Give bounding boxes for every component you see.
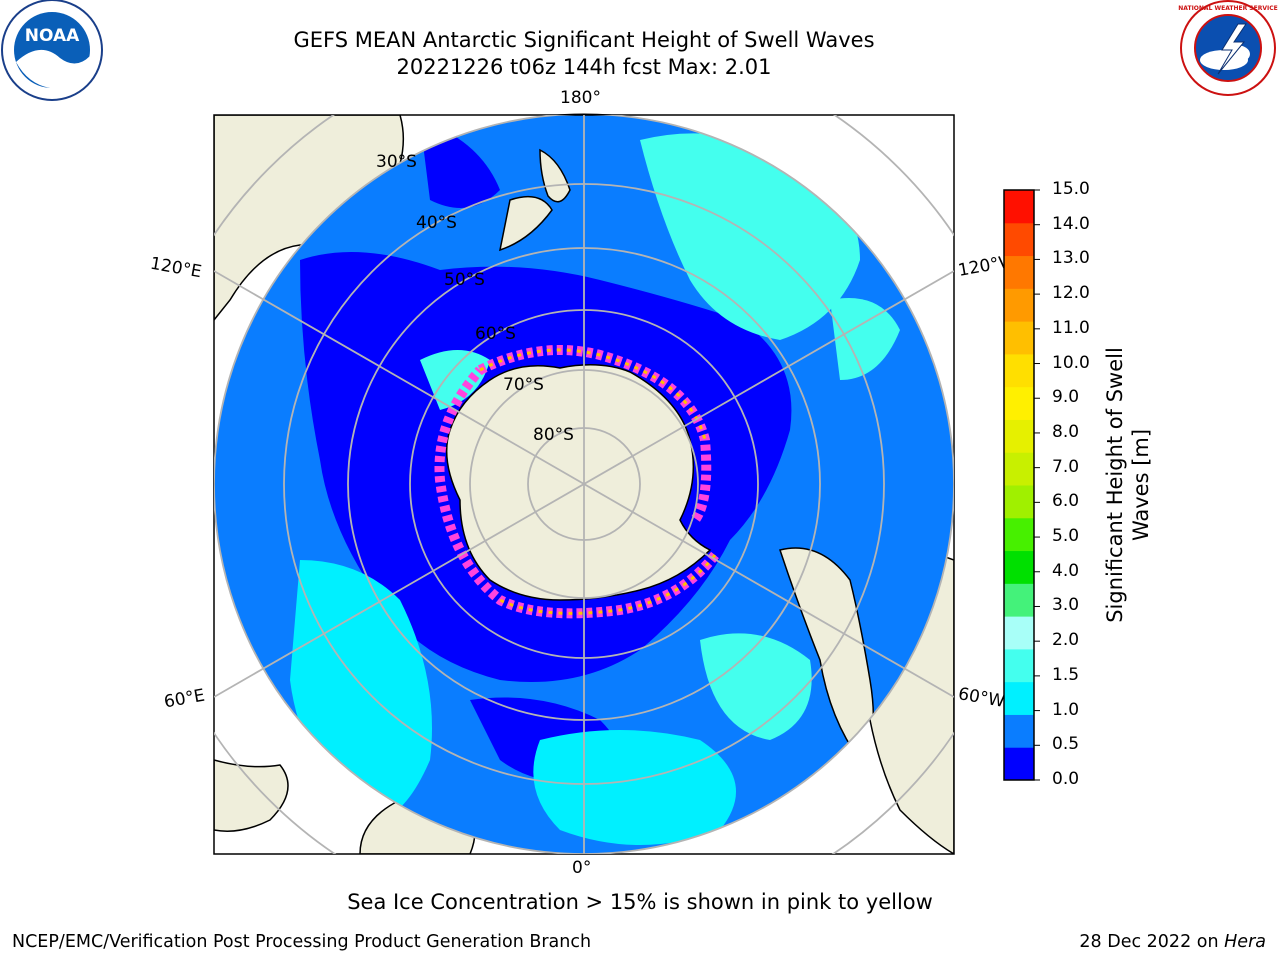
colorbar-tick-label: 0.0 xyxy=(1052,769,1080,789)
colorbar-tick-label: 7.0 xyxy=(1052,456,1080,477)
lon-label-0: 0° xyxy=(572,858,592,878)
colorbar-tick-label: 9.0 xyxy=(1052,387,1080,408)
colorbar-bin xyxy=(1004,353,1034,388)
colorbar-bin xyxy=(1004,288,1034,322)
footer-branch: NCEP/EMC/Verification Post Processing Pr… xyxy=(12,932,592,952)
chart-title: GEFS MEAN Antarctic Significant Height o… xyxy=(293,28,875,52)
colorbar-tick-label: 14.0 xyxy=(1052,213,1090,234)
colorbar-tick-label: 13.0 xyxy=(1052,248,1090,269)
footer-date: 28 Dec 2022 on Hera xyxy=(1079,932,1266,952)
colorbar-tick-label: 3.0 xyxy=(1052,595,1080,616)
chart-subtitle: 20221226 t06z 144h fcst Max: 2.01 xyxy=(396,55,772,79)
colorbar-tick-label: 12.0 xyxy=(1052,283,1090,304)
colorbar-tick-label: 1.0 xyxy=(1052,699,1080,720)
colorbar-tick-label: 10.0 xyxy=(1052,352,1090,373)
colorbar-bin xyxy=(1004,583,1034,617)
footer-host: Hera xyxy=(1224,932,1266,952)
colorbar-tick-label: 1.5 xyxy=(1052,664,1080,685)
colorbar-tick-label: 2.0 xyxy=(1052,630,1080,651)
colorbar-tick-label: 0.5 xyxy=(1052,734,1080,755)
colorbar-bin xyxy=(1004,255,1034,289)
colorbar-bin xyxy=(1004,747,1034,781)
ocean-field xyxy=(214,114,954,854)
sea-ice-note: Sea Ice Concentration > 15% is shown in … xyxy=(347,890,933,914)
graticule xyxy=(214,115,954,854)
nws-logo-text: NATIONAL WEATHER SERVICE xyxy=(1178,5,1277,12)
colorbar xyxy=(1003,189,1040,781)
colorbar-label-line1: Significant Height of Swell xyxy=(1103,347,1127,623)
nws-logo: NATIONAL WEATHER SERVICE xyxy=(1178,0,1278,96)
colorbar-bin xyxy=(1004,321,1034,355)
lat-label-80s: 80°S xyxy=(533,425,574,445)
colorbar-label-line2: Waves [m] xyxy=(1129,428,1153,542)
lon-label-180: 180° xyxy=(560,88,601,108)
colorbar-bin xyxy=(1004,681,1034,715)
colorbar-tick-label: 11.0 xyxy=(1052,317,1090,338)
colorbar-bin xyxy=(1004,386,1034,420)
colorbar-bin xyxy=(1004,550,1034,584)
colorbar-bin xyxy=(1004,648,1034,683)
colorbar-tick-label: 15.0 xyxy=(1052,179,1090,199)
colorbar-bin xyxy=(1004,452,1034,486)
lat-label-30s: 30°S xyxy=(376,152,417,172)
colorbar-bin xyxy=(1004,190,1034,224)
colorbar-bin xyxy=(1004,714,1034,748)
colorbar-frame xyxy=(1003,189,1035,781)
colorbar-tick-label: 8.0 xyxy=(1052,421,1080,442)
lat-label-40s: 40°S xyxy=(416,213,457,233)
footer-date-text: 28 Dec 2022 on xyxy=(1079,932,1219,952)
lat-label-60s: 60°S xyxy=(475,324,516,344)
colorbar-label: Significant Height of Swell Waves [m] xyxy=(1102,347,1154,623)
colorbar-tick-label: 4.0 xyxy=(1052,560,1080,581)
colorbar-bin xyxy=(1004,517,1034,552)
colorbar-tick-label: 5.0 xyxy=(1052,526,1080,547)
colorbar-bin xyxy=(1004,419,1034,453)
colorbar-bin xyxy=(1004,222,1034,257)
lat-label-50s: 50°S xyxy=(444,270,485,290)
colorbar-bin xyxy=(1004,616,1034,650)
colorbar-tick-label: 6.0 xyxy=(1052,491,1080,512)
noaa-logo-text: NOAA xyxy=(25,26,80,46)
lat-label-70s: 70°S xyxy=(503,375,544,395)
noaa-logo: NOAA xyxy=(1,0,103,101)
colorbar-bin xyxy=(1004,485,1034,519)
